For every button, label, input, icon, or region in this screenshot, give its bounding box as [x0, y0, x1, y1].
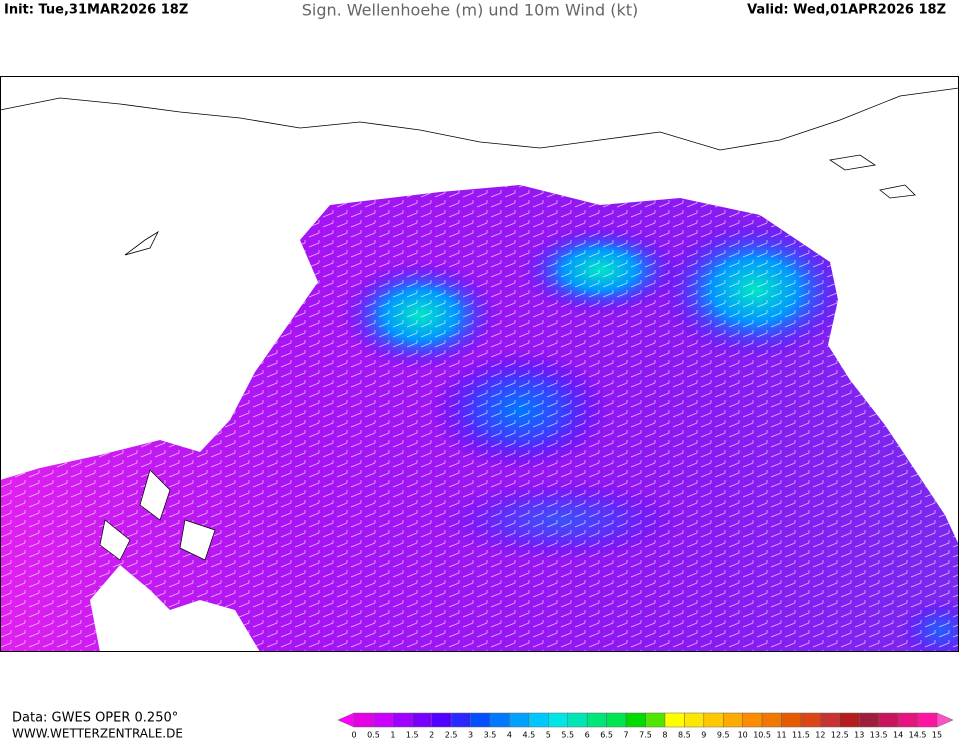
colorbar-label: 4.5	[523, 731, 536, 740]
colorbar-label: 8	[662, 731, 667, 740]
colorbar-box	[606, 712, 627, 728]
colorbar-box	[664, 712, 685, 728]
colorbar-box	[839, 712, 860, 728]
colorbar-box	[645, 712, 666, 728]
coastlines	[0, 87, 959, 256]
colorbar-box	[722, 712, 743, 728]
site-url: WWW.WETTERZENTRALE.DE	[12, 727, 183, 741]
colorbar-box	[742, 712, 763, 728]
colorbar-label: 6	[585, 731, 590, 740]
colorbar-label: 0	[351, 731, 356, 740]
colorbar-box	[431, 712, 452, 728]
colorbar-label: 1.5	[406, 731, 419, 740]
colorbar-box	[392, 712, 413, 728]
colorbar-label: 3.5	[484, 731, 497, 740]
ocean-field	[0, 185, 959, 652]
colorbar-over	[936, 712, 954, 728]
colorbar-label: 13.5	[870, 731, 888, 740]
colorbar-label: 13	[854, 731, 864, 740]
colorbar-box	[412, 712, 432, 728]
colorbar-box	[761, 712, 782, 728]
colorbar-label: 2.5	[445, 731, 458, 740]
colorbar-label: 7	[624, 731, 629, 740]
colorbar-label: 12.5	[831, 731, 849, 740]
colorbar-label: 11	[776, 731, 786, 740]
colorbar-under	[337, 712, 355, 728]
colorbar-box	[509, 712, 530, 728]
colorbar-label: 12	[815, 731, 825, 740]
colorbar-box	[528, 712, 549, 728]
colorbar-label: 1	[390, 731, 395, 740]
colorbar-label: 15	[932, 731, 942, 740]
data-source: Data: GWES OPER 0.250°	[12, 711, 178, 726]
colorbar-box	[859, 712, 879, 728]
map-title: Sign. Wellenhoehe (m) und 10m Wind (kt)	[302, 1, 639, 20]
colorbar-box	[703, 712, 724, 728]
colorbar-label: 7.5	[639, 731, 652, 740]
colorbar-box	[548, 712, 569, 728]
colorbar-label: 10.5	[753, 731, 771, 740]
colorbar-label: 10	[738, 731, 748, 740]
colorbar-label: 3	[468, 731, 473, 740]
colorbar-box	[450, 712, 471, 728]
colorbar-label: 9.5	[717, 731, 730, 740]
valid-time: Valid: Wed,01APR2026 18Z	[747, 3, 946, 18]
colorbar-label: 5	[546, 731, 551, 740]
colorbar-label: 11.5	[792, 731, 810, 740]
init-time: Init: Tue,31MAR2026 18Z	[4, 3, 188, 18]
colorbar-box	[917, 712, 938, 728]
colorbar-box	[567, 712, 588, 728]
colorbar-box	[470, 712, 491, 728]
colorbar-box	[353, 712, 374, 728]
colorbar-label: 5.5	[561, 731, 574, 740]
colorbar-box	[800, 712, 821, 728]
colorbar-box	[586, 712, 607, 728]
colorbar-label: 0.5	[367, 731, 380, 740]
colorbar-box	[897, 712, 918, 728]
colorbar-label: 8.5	[678, 731, 691, 740]
colorbar-box	[781, 712, 802, 728]
colorbar-box	[625, 712, 646, 728]
islands	[99, 469, 216, 561]
colorbar-box	[684, 712, 705, 728]
colorbar-label: 9	[701, 731, 706, 740]
colorbar-label: 14	[893, 731, 903, 740]
colorbar-box	[878, 712, 899, 728]
colorbar-label: 6.5	[600, 731, 613, 740]
colorbar-label: 14.5	[909, 731, 927, 740]
colorbar-box	[820, 712, 841, 728]
colorbar: 0 0.5 1 1.5 2 2.5 3 3.5 4 4.5 5 5.5 6 6.5 7 7.5 8 8.5 9 9.5…	[337, 712, 954, 740]
colorbar-label: 4	[507, 731, 512, 740]
colorbar-label: 2	[429, 731, 434, 740]
colorbar-box	[373, 712, 394, 728]
colorbar-box	[489, 712, 510, 728]
